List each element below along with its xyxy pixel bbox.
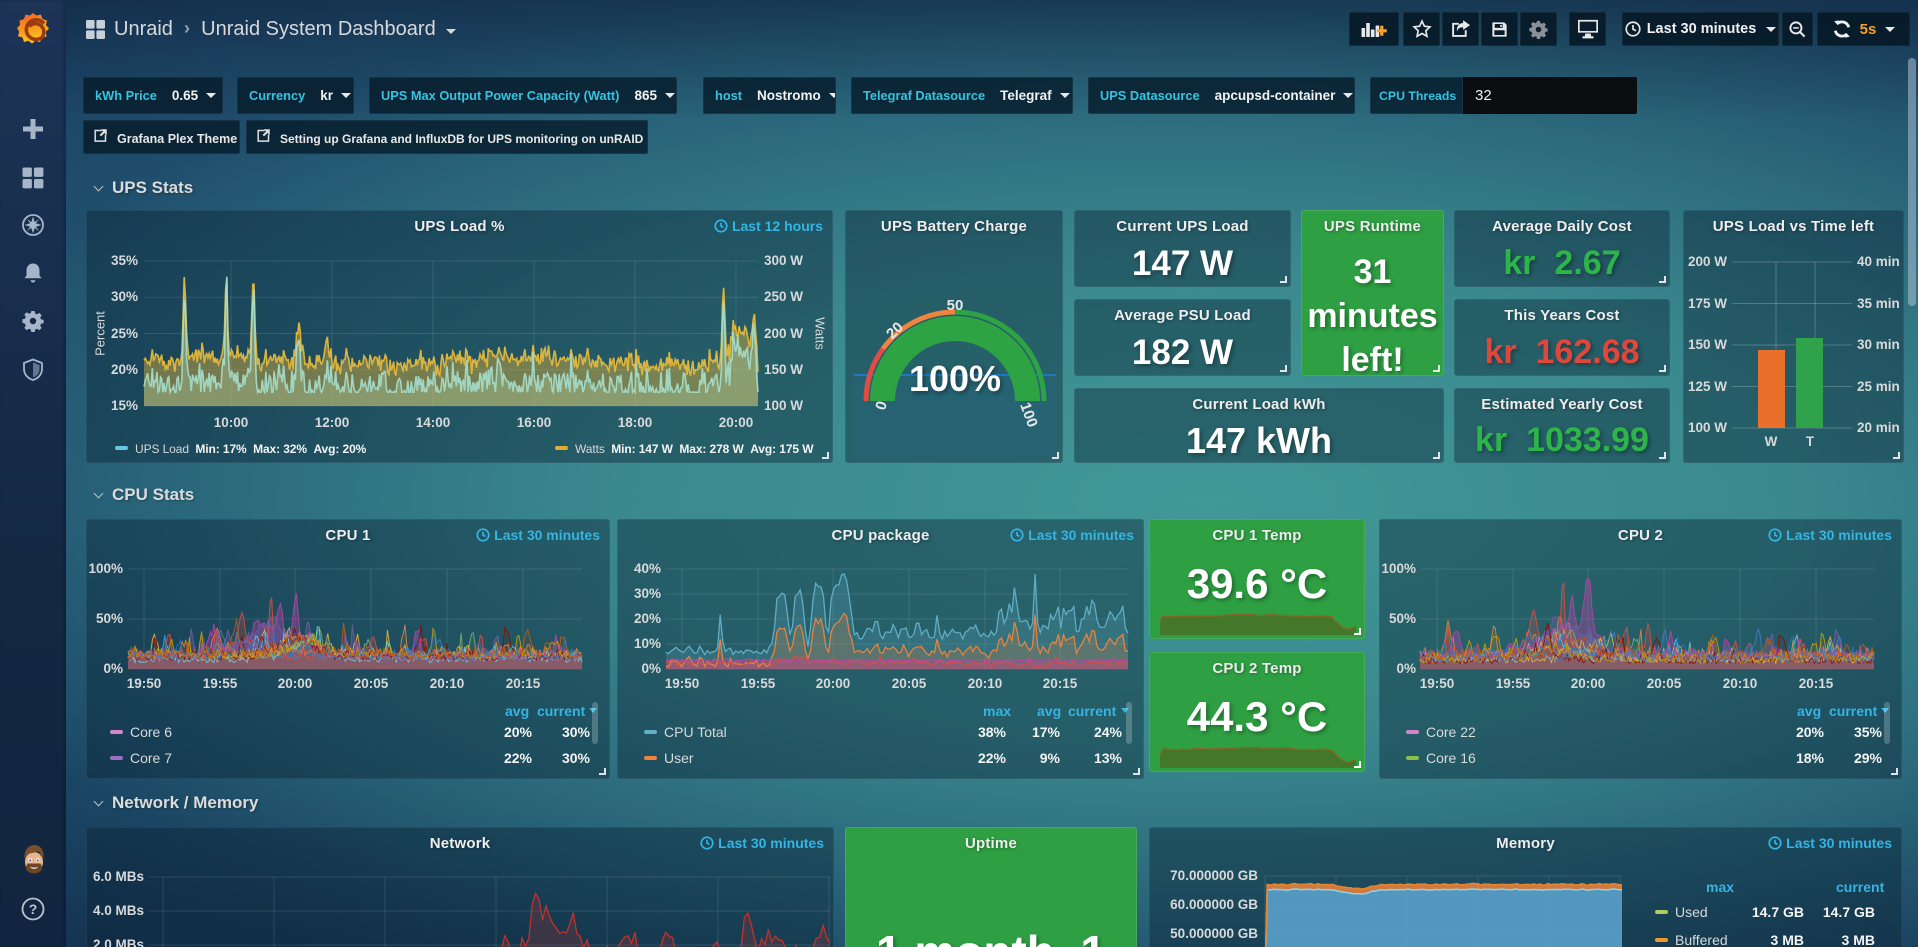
svg-text:100%: 100% [909, 358, 1001, 399]
svg-text:50: 50 [947, 297, 964, 314]
svg-text:?: ? [29, 901, 38, 917]
